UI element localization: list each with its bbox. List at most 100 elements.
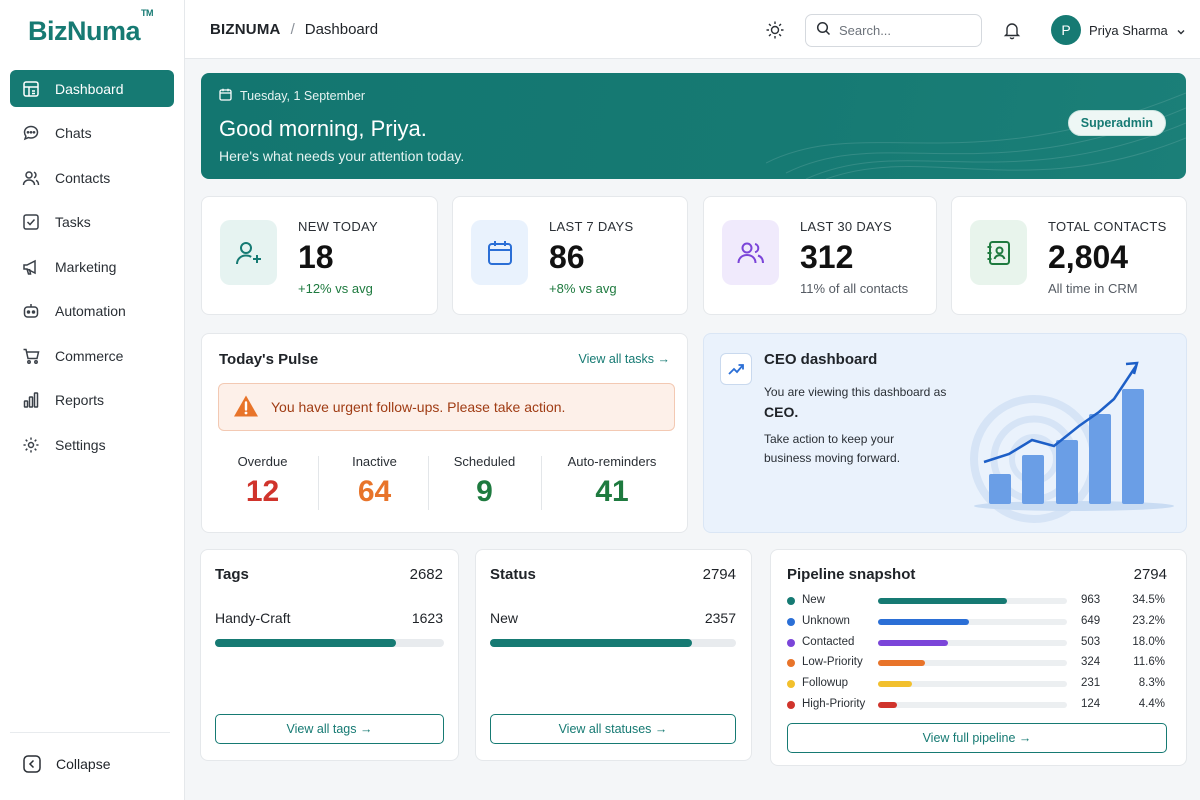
breadcrumb-root[interactable]: BIZNUMA	[210, 21, 281, 38]
date-text: Tuesday, 1 September	[240, 89, 366, 103]
growth-chart-illustration	[970, 361, 1174, 523]
sidebar-item-contacts[interactable]: Contacts	[10, 159, 174, 196]
search-box[interactable]	[805, 14, 982, 47]
sidebar-item-chats[interactable]: Chats	[10, 115, 174, 152]
tags-total: 2682	[409, 566, 443, 583]
pipeline-total: 2794	[1133, 566, 1167, 583]
sidebar-item-reports[interactable]: Reports	[10, 382, 174, 419]
pipeline-stage-name: High-Priority	[802, 698, 866, 710]
pipeline-row[interactable]: Followup 231 8.3%	[787, 676, 1177, 692]
notifications-bell-icon[interactable]	[1002, 20, 1022, 40]
pipeline-stage-name: Contacted	[802, 635, 855, 648]
pulse-label: Auto-reminders	[567, 454, 657, 469]
user-name: Priya Sharma	[1089, 22, 1168, 38]
view-all-statuses-button[interactable]: View all statuses →	[490, 714, 736, 744]
sidebar-item-commerce[interactable]: Commerce	[10, 337, 174, 374]
cart-icon	[22, 347, 40, 365]
divider	[541, 456, 542, 510]
pipeline-percent: 34.5%	[1132, 594, 1165, 606]
stat-card-new-today[interactable]: NEW TODAY 18 +12% vs avg	[201, 196, 438, 315]
stat-label: LAST 7 DAYS	[549, 219, 634, 234]
pipeline-count: 963	[1081, 594, 1101, 606]
megaphone-icon	[22, 258, 40, 276]
collapse-label: Collapse	[56, 756, 111, 772]
pipeline-snapshot-card: Pipeline snapshot 2794 New 963 34.5% Unknow…	[770, 549, 1187, 766]
pipeline-row[interactable]: High-Priority 124 4.4%	[787, 697, 1177, 713]
collapse-button[interactable]: Collapse	[10, 746, 174, 782]
todays-pulse-card: Today's Pulse View all tasks → You have …	[201, 333, 688, 533]
pipeline-bar-track	[878, 598, 1067, 604]
users-icon	[722, 220, 779, 285]
pulse-stat-auto-reminders[interactable]: Auto-reminders 41	[555, 454, 669, 509]
pipeline-row[interactable]: Unknown 649 23.2%	[787, 614, 1177, 630]
pipeline-percent: 4.4%	[1138, 698, 1165, 710]
pipeline-bar-fill	[878, 618, 969, 625]
pipeline-count: 231	[1081, 677, 1101, 690]
sidebar-nav: Dashboard Chats Contacts Tasks Marketing…	[10, 70, 174, 471]
pipeline-percent: 18.0%	[1132, 635, 1165, 648]
card-title: Tags	[215, 566, 249, 583]
sidebar-item-label: Chats	[55, 125, 92, 141]
view-full-pipeline-button[interactable]: View full pipeline →	[787, 723, 1167, 753]
pipeline-percent: 8.3%	[1138, 677, 1165, 690]
status-dot	[787, 617, 795, 626]
avatar: P	[1051, 15, 1081, 45]
card-title: Status	[490, 566, 536, 583]
pipeline-bar-track	[878, 660, 1067, 667]
card-title: CEO dashboard	[764, 351, 878, 368]
date-label: Tuesday, 1 September	[219, 88, 365, 104]
sidebar-item-tasks[interactable]: Tasks	[10, 204, 174, 241]
view-all-tasks-link[interactable]: View all tasks →	[578, 352, 670, 366]
pulse-stat-inactive[interactable]: Inactive 64	[332, 454, 417, 509]
pipeline-bar-fill	[878, 639, 948, 646]
pipeline-row[interactable]: New 963 34.5%	[787, 593, 1177, 609]
view-all-tags-button[interactable]: View all tags →	[215, 714, 444, 744]
urgent-alert[interactable]: You have urgent follow-ups. Please take …	[218, 383, 675, 431]
status-dot	[787, 638, 795, 647]
stat-card-last-30-days[interactable]: LAST 30 DAYS 312 11% of all contacts	[703, 196, 937, 315]
pulse-value: 12	[245, 475, 280, 508]
greeting-title: Good morning, Priya.	[219, 116, 427, 141]
pipeline-row[interactable]: Contacted 503 18.0%	[787, 635, 1177, 651]
greeting-banner: Tuesday, 1 September Good morning, Priya…	[201, 73, 1186, 179]
search-icon	[816, 21, 831, 41]
sidebar-item-settings[interactable]: Settings	[10, 426, 174, 463]
dashboard-icon	[22, 80, 40, 98]
topbar: BIZNUMA / Dashboard P Priya Sharma	[185, 0, 1200, 59]
stat-card-total-contacts[interactable]: TOTAL CONTACTS 2,804 All time in CRM	[951, 196, 1187, 315]
pipeline-count: 324	[1081, 656, 1101, 669]
status-name[interactable]: New	[490, 610, 519, 626]
greeting-subtitle: Here's what needs your attention today.	[219, 148, 465, 164]
stat-card-last-7-days[interactable]: LAST 7 DAYS 86 +8% vs avg	[452, 196, 688, 315]
sidebar-item-dashboard[interactable]: Dashboard	[10, 70, 174, 107]
pulse-label: Inactive	[352, 454, 397, 469]
theme-toggle-sun-icon[interactable]	[765, 20, 785, 40]
sidebar-item-label: Dashboard	[55, 80, 124, 97]
search-input[interactable]	[839, 23, 969, 38]
pulse-stat-overdue[interactable]: Overdue 12	[220, 454, 305, 509]
stat-trend: +8% vs avg	[549, 281, 617, 296]
pipeline-row[interactable]: Low-Priority 324 11.6%	[787, 655, 1177, 671]
calendar-icon	[471, 220, 528, 285]
stat-value: 312	[800, 239, 854, 275]
sidebar-item-label: Marketing	[55, 258, 117, 275]
pipeline-bar-track	[878, 681, 1067, 688]
pipeline-bar-fill	[878, 702, 897, 708]
bar-chart-icon	[22, 391, 40, 409]
breadcrumb-separator: /	[290, 21, 295, 38]
pipeline-bar-track	[878, 702, 1067, 708]
ceo-action-text: Take action to keep your business moving…	[764, 432, 901, 465]
ceo-role: CEO.	[764, 404, 799, 420]
tag-name[interactable]: Handy-Craft	[215, 610, 291, 626]
user-menu[interactable]: P Priya Sharma	[1051, 15, 1186, 45]
status-dot	[787, 597, 795, 605]
tags-card: Tags 2682 Handy-Craft 1623 View all tags…	[200, 549, 459, 761]
sidebar-item-automation[interactable]: Automation	[10, 293, 174, 330]
pulse-stat-scheduled[interactable]: Scheduled 9	[442, 454, 527, 509]
trademark-mark: TM	[141, 8, 154, 18]
gear-icon	[22, 436, 40, 454]
divider	[318, 456, 319, 510]
sidebar-item-marketing[interactable]: Marketing	[10, 248, 174, 285]
app-logo[interactable]: BizNumaTM	[28, 8, 154, 47]
ceo-viewing-text: You are viewing this dashboard as	[764, 385, 947, 399]
